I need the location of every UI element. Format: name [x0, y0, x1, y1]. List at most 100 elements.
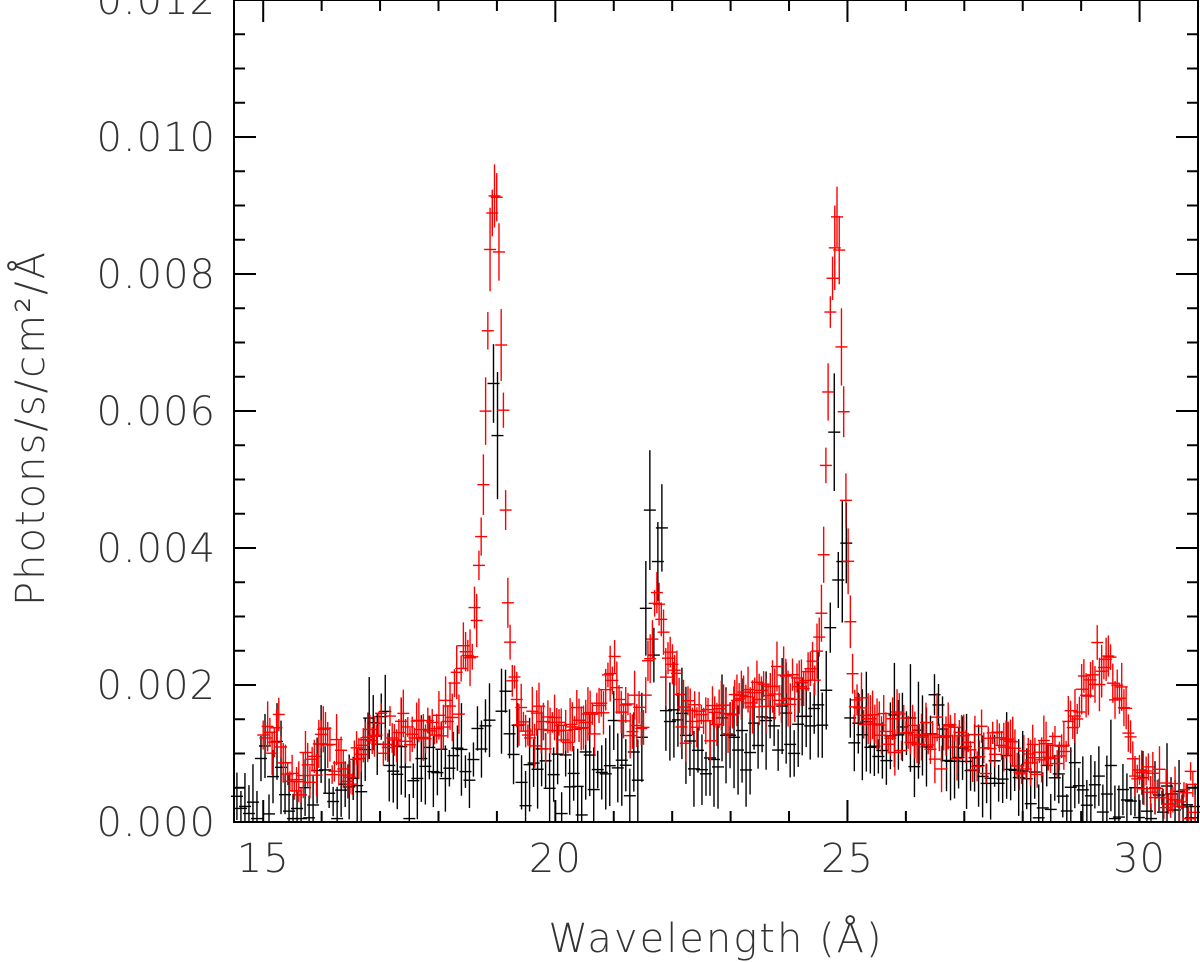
series-2	[257, 164, 1200, 822]
x-axis-title: Wavelength (Å)	[548, 914, 883, 962]
data-point	[588, 712, 601, 756]
data-point	[1093, 657, 1106, 712]
data-point	[490, 173, 503, 222]
data-point	[477, 454, 490, 515]
data-point	[1036, 772, 1049, 822]
data-point	[1164, 789, 1177, 818]
data-point	[566, 702, 579, 752]
data-point	[822, 363, 835, 421]
data-point	[272, 697, 285, 732]
data-point	[664, 636, 677, 668]
data-point	[1126, 741, 1139, 777]
data-point	[1180, 783, 1193, 803]
data-point	[575, 786, 588, 822]
data-point	[372, 711, 385, 736]
data-point	[528, 723, 541, 768]
data-point	[657, 609, 670, 655]
data-point	[501, 577, 514, 628]
data-point	[464, 629, 477, 687]
data-point	[290, 766, 303, 793]
data-point	[604, 645, 617, 702]
y-tick-label: 0.000	[96, 800, 216, 846]
data-point	[403, 794, 416, 822]
data-point	[303, 766, 316, 799]
data-point	[262, 794, 275, 822]
data-point	[319, 746, 332, 794]
data-point	[842, 528, 855, 595]
data-point	[1051, 749, 1064, 778]
data-point	[603, 725, 616, 807]
series-layer	[230, 164, 1200, 822]
data-point	[1115, 662, 1128, 711]
data-point	[624, 712, 637, 759]
data-point	[370, 725, 383, 746]
data-point	[499, 669, 512, 713]
data-point	[346, 773, 359, 795]
data-point	[835, 308, 848, 386]
data-point	[619, 687, 632, 724]
data-point	[1133, 754, 1146, 785]
data-point	[826, 256, 839, 300]
y-tick-label: 0.002	[96, 663, 216, 709]
data-point	[1146, 751, 1159, 795]
data-point	[1137, 772, 1150, 806]
data-point	[831, 186, 844, 248]
data-point	[517, 711, 530, 732]
data-point	[335, 736, 348, 765]
data-point	[928, 735, 941, 784]
data-point	[810, 623, 823, 679]
y-tick-label: 0.004	[96, 526, 216, 572]
data-point	[968, 715, 981, 754]
data-point	[326, 765, 339, 784]
data-point	[375, 703, 388, 724]
data-point	[463, 752, 476, 809]
data-point	[1112, 785, 1125, 822]
data-point	[655, 484, 668, 572]
data-point	[819, 447, 832, 484]
data-point	[712, 725, 725, 809]
data-point	[722, 714, 735, 753]
data-point	[452, 694, 465, 734]
data-point	[817, 526, 830, 583]
data-point	[466, 643, 479, 670]
data-point	[877, 695, 890, 733]
data-point	[653, 582, 666, 626]
data-point	[639, 677, 652, 714]
data-point	[637, 709, 650, 745]
data-point	[779, 658, 792, 694]
data-point	[617, 703, 630, 739]
data-point	[268, 727, 281, 758]
data-point	[746, 680, 759, 734]
data-point	[553, 709, 566, 736]
data-point	[717, 684, 730, 726]
data-point	[499, 490, 512, 531]
data-point	[261, 701, 274, 752]
data-point	[623, 768, 636, 822]
data-point	[1120, 687, 1133, 730]
y-axis-title: Photons/s/cm²/Å	[6, 250, 54, 606]
data-point	[331, 786, 344, 822]
data-point	[837, 386, 850, 438]
data-point	[295, 787, 308, 803]
data-point	[1184, 762, 1197, 781]
data-point	[1153, 746, 1166, 793]
x-tick-label: 20	[529, 836, 582, 882]
data-point	[935, 745, 948, 793]
data-point	[323, 727, 336, 762]
data-point	[504, 624, 517, 660]
data-point	[759, 678, 772, 734]
x-tick-label: 15	[237, 836, 290, 882]
data-point	[1048, 725, 1061, 747]
data-point	[1091, 625, 1104, 660]
data-point	[1117, 689, 1130, 727]
data-point	[468, 586, 481, 629]
data-point	[535, 705, 548, 754]
data-point	[608, 639, 621, 673]
plot-frame	[233, 0, 1199, 823]
data-point	[488, 164, 501, 228]
data-point	[483, 683, 496, 758]
data-point	[1060, 740, 1073, 763]
data-point	[1092, 746, 1105, 806]
data-point	[1104, 644, 1117, 670]
data-point	[1104, 719, 1117, 812]
